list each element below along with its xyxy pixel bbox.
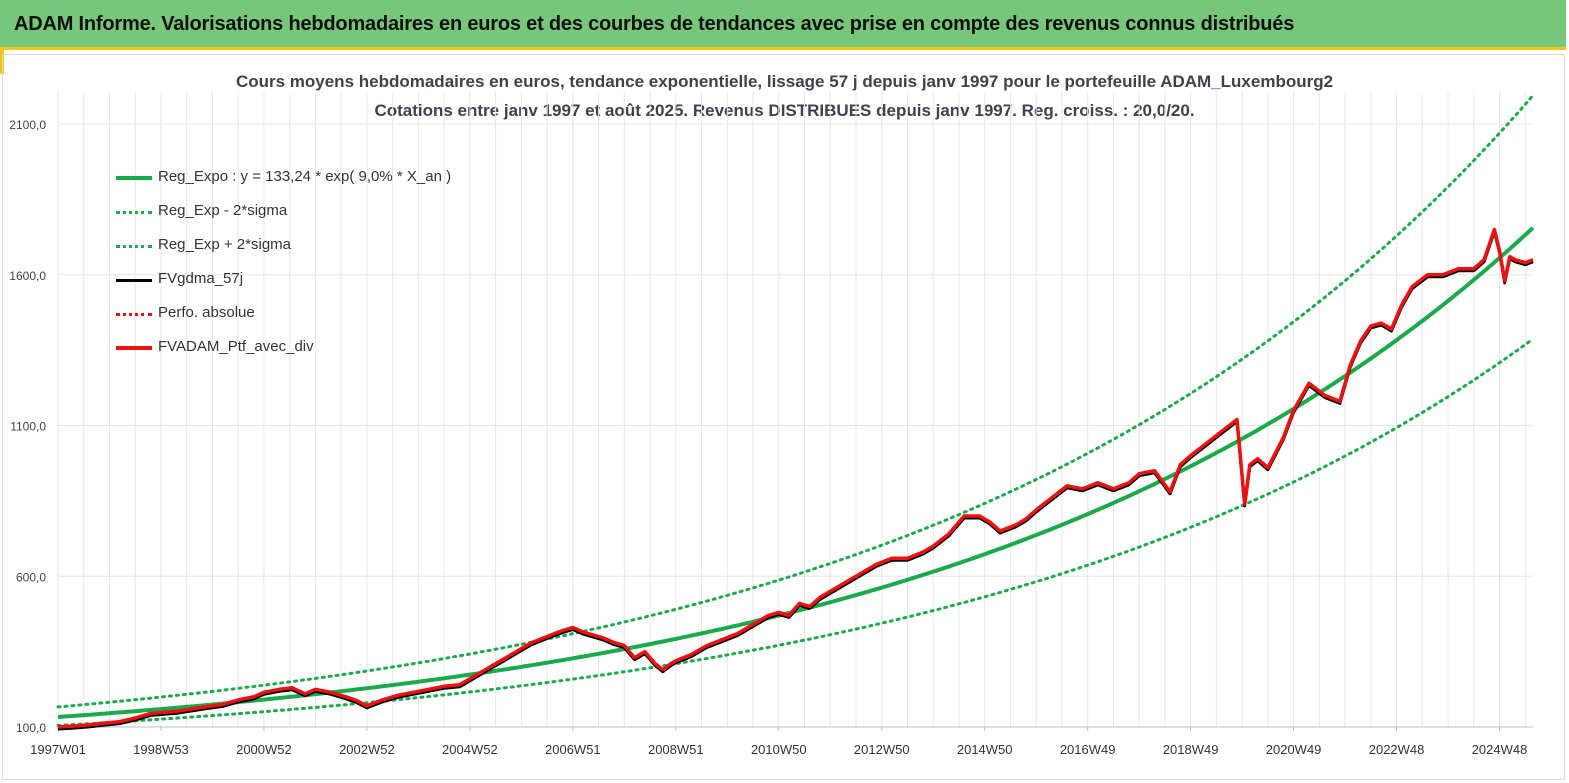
x-tick-label: 2008W51	[648, 742, 704, 757]
x-tick-label: 2004W52	[442, 742, 498, 757]
x-tick-label: 1997W01	[30, 742, 86, 757]
x-tick-label: 2022W48	[1369, 742, 1425, 757]
sigma-band-line	[56, 337, 1535, 727]
legend-label: FVgdma_57j	[158, 270, 244, 287]
legend-label: Reg_Expo : y = 133,24 * exp( 9,0% * X_an…	[158, 168, 452, 185]
x-tick-label: 2010W50	[751, 742, 807, 757]
legend-label: FVADAM_Ptf_avec_div	[158, 338, 314, 355]
x-tick-label: 2000W52	[236, 742, 292, 757]
x-tick-label: 2012W50	[854, 742, 910, 757]
x-tick-label: 2006W51	[545, 742, 601, 757]
legend-item-fvgdma: FVgdma_57j	[116, 270, 476, 290]
chart-subtitle: Cotations entre janv 1997 et août 2025. …	[374, 101, 1195, 120]
legend-swatch	[116, 313, 152, 316]
legend-item-perfo-absolue: Perfo. absolue	[116, 304, 476, 324]
legend-swatch	[116, 245, 152, 248]
legend-label: Perfo. absolue	[158, 304, 255, 321]
legend-swatch	[116, 176, 152, 180]
header-bar: ADAM Informe. Valorisations hebdomadaire…	[0, 0, 1566, 50]
legend-item-fvadam: FVADAM_Ptf_avec_div	[116, 338, 476, 358]
legend-swatch	[116, 211, 152, 214]
chart-frame	[2, 54, 1565, 780]
legend-label: Reg_Exp - 2*sigma	[158, 202, 288, 219]
x-tick-label: 2002W52	[339, 742, 395, 757]
y-tick-label: 1600,0	[9, 269, 46, 283]
x-tick-label: 2018W49	[1163, 742, 1219, 757]
legend-item-reg-expo: Reg_Expo : y = 133,24 * exp( 9,0% * X_an…	[116, 168, 476, 188]
x-tick-label: 2016W49	[1060, 742, 1116, 757]
y-tick-label: 1100,0	[10, 420, 46, 434]
legend-item-reg-exp-minus: Reg_Exp - 2*sigma	[116, 202, 476, 222]
x-tick-label: 2014W50	[957, 742, 1013, 757]
y-tick-label: 2100,0	[9, 118, 46, 132]
y-tick-label: 600,0	[16, 570, 46, 584]
legend-label: Reg_Exp + 2*sigma	[158, 236, 291, 253]
chart-title: Cours moyens hebdomadaires en euros, ten…	[235, 72, 1334, 91]
fvadam-series-line	[57, 227, 1534, 729]
x-tick-label: 2020W49	[1266, 742, 1322, 757]
x-tick-label: 1998W53	[133, 742, 189, 757]
sigma-band-line	[56, 94, 1535, 709]
y-tick-label: 100,0	[16, 721, 46, 735]
x-tick-label: 2024W48	[1472, 742, 1528, 757]
legend-item-reg-exp-plus: Reg_Exp + 2*sigma	[116, 236, 476, 256]
page-title: ADAM Informe. Valorisations hebdomadaire…	[14, 13, 1295, 35]
legend-swatch	[116, 279, 152, 282]
legend-swatch	[116, 346, 152, 350]
